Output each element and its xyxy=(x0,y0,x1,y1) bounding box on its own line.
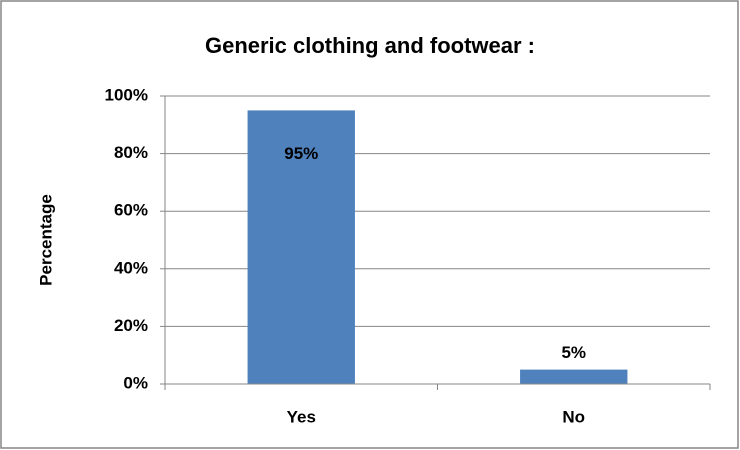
y-tick-label: 60% xyxy=(114,201,148,220)
y-axis-label: Percentage xyxy=(36,194,55,286)
y-tick-label: 0% xyxy=(123,373,148,392)
chart-title: Generic clothing and footwear : xyxy=(205,33,535,58)
y-tick-label: 40% xyxy=(114,258,148,277)
x-tick-label: No xyxy=(562,407,585,426)
x-tick-label: Yes xyxy=(287,407,316,426)
data-label: 5% xyxy=(561,343,586,362)
data-label: 95% xyxy=(284,144,318,163)
y-tick-label: 20% xyxy=(114,316,148,335)
y-tick-label: 80% xyxy=(114,143,148,162)
bar xyxy=(520,369,628,384)
bar xyxy=(247,110,355,385)
y-tick-label: 100% xyxy=(105,85,148,104)
